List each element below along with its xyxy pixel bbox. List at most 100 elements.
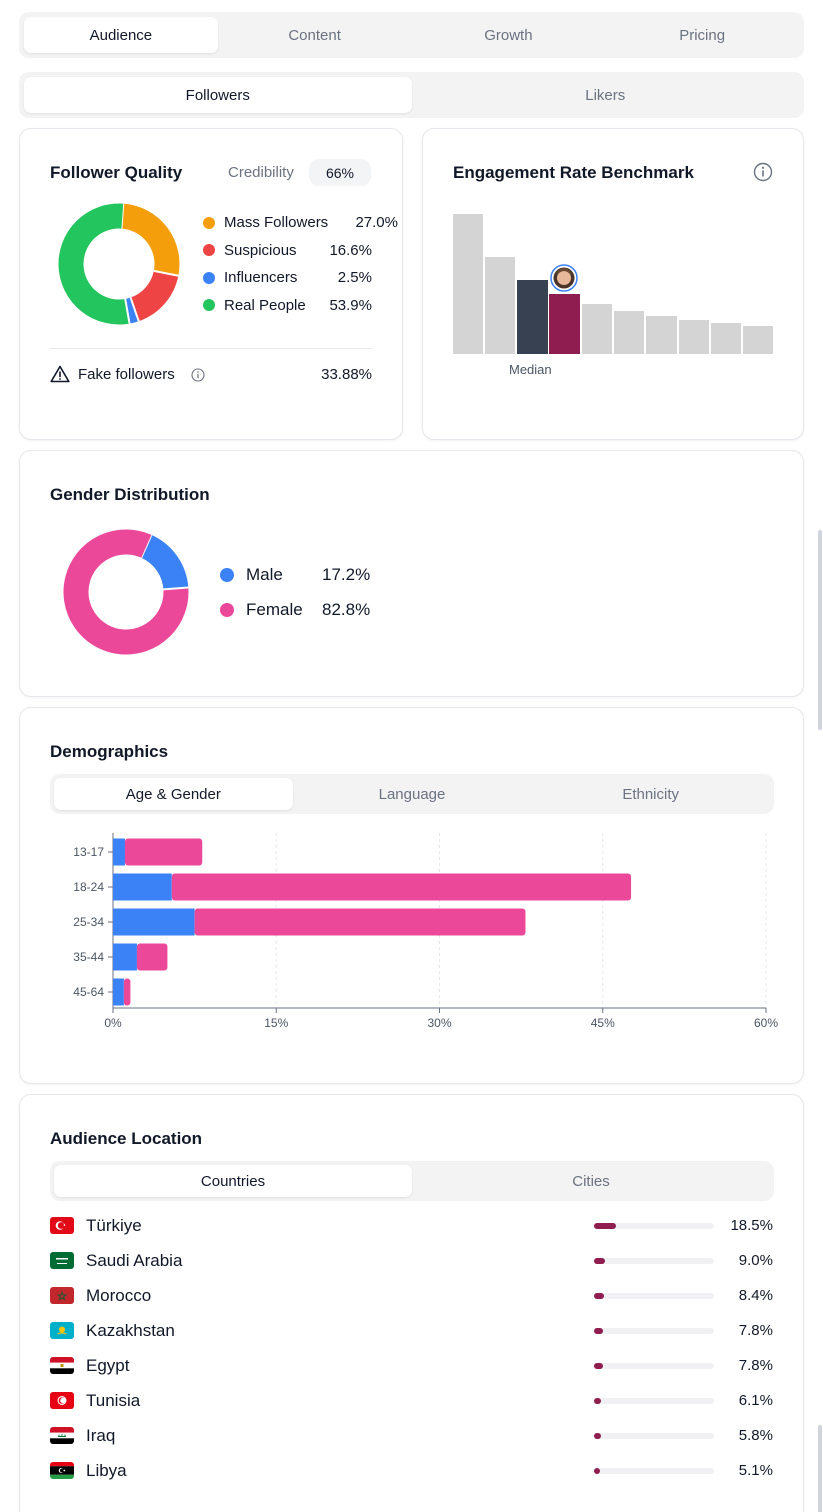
divider	[50, 348, 372, 349]
gender-distribution-card: Gender Distribution Male 17.2% Female 82.8%	[19, 450, 804, 697]
donut-separator	[153, 269, 179, 277]
gender-title: Gender Distribution	[50, 485, 210, 504]
age-gender-chart: 0% 15% 30% 45% 60% 13-17 18-24 25-34 35-44 45-64	[73, 833, 778, 1030]
share-bar-fill	[594, 1223, 617, 1229]
info-icon[interactable]	[753, 162, 773, 182]
legend-item: Real People	[203, 297, 306, 314]
tab-ethnicity[interactable]: Ethnicity	[622, 785, 680, 803]
country-percentage: 8.4%	[738, 1287, 773, 1304]
scrollbar-thumb[interactable]	[818, 1425, 822, 1512]
share-bar-fill	[594, 1398, 602, 1404]
country-percentage: 18.5%	[730, 1217, 773, 1234]
fake-followers-label: Fake followers	[78, 366, 175, 383]
legend-dot	[203, 271, 215, 284]
country-percentage: 7.8%	[738, 1322, 773, 1339]
x-tick-label: 15%	[264, 1016, 288, 1030]
country-name: Türkiye	[86, 1216, 142, 1235]
country-percentage: 9.0%	[738, 1252, 773, 1269]
demographics-tabs: Age & Gender Language Ethnicity	[50, 774, 774, 814]
tab-countries[interactable]: Countries	[54, 1165, 412, 1197]
male-bar	[113, 838, 125, 866]
country-percentage: 5.1%	[738, 1462, 773, 1479]
turkey-flag-icon	[50, 1217, 74, 1234]
x-tick-label: 60%	[754, 1016, 778, 1030]
benchmark-bar	[453, 214, 483, 354]
y-tick-label: 13-17	[73, 845, 104, 859]
share-bar-fill	[594, 1468, 601, 1474]
benchmark-bar	[646, 316, 677, 354]
tab-likers[interactable]: Likers	[585, 86, 626, 104]
x-tick-label: 0%	[104, 1016, 122, 1030]
iraq-flag-icon	[50, 1427, 74, 1444]
location-tabs: Countries Cities	[50, 1161, 774, 1201]
donut-segment	[129, 270, 179, 322]
male-bar	[113, 943, 137, 971]
tab-cities[interactable]: Cities	[572, 1172, 610, 1190]
country-name: Kazakhstan	[86, 1321, 175, 1340]
benchmark-bar	[743, 326, 773, 354]
scrollbar-thumb[interactable]	[818, 530, 822, 730]
legend-item: Male	[220, 565, 283, 585]
female-bar	[136, 943, 168, 971]
country-percentage: 6.1%	[738, 1392, 773, 1409]
tab-language[interactable]: Language	[378, 785, 446, 803]
tab-growth[interactable]: Growth	[484, 26, 533, 44]
country-name: Libya	[86, 1461, 127, 1480]
benchmark-bar	[614, 311, 644, 354]
country-name: Saudi Arabia	[86, 1251, 183, 1270]
share-bar-fill	[594, 1328, 604, 1334]
y-tick-label: 45-64	[73, 985, 104, 999]
audience-location-card: Audience Location Countries Cities Türki…	[19, 1094, 804, 1512]
current-profile-bar	[549, 294, 580, 354]
tab-age-gender[interactable]: Age & Gender	[54, 778, 293, 810]
donut-segment	[63, 529, 189, 655]
donut-separator	[124, 298, 131, 324]
credibility-badge: 66%	[309, 159, 371, 186]
donut-segment	[120, 203, 180, 276]
share-bar	[594, 1223, 714, 1229]
benchmark-bar	[485, 257, 515, 354]
share-bar-fill	[594, 1363, 604, 1369]
male-bar	[113, 873, 172, 901]
warning-icon	[50, 365, 70, 383]
legend-label: Suspicious	[224, 241, 297, 259]
legend-item: Influencers	[203, 269, 297, 286]
median-bar	[517, 280, 548, 354]
country-percentage: 7.8%	[738, 1357, 773, 1374]
share-bar	[594, 1398, 714, 1404]
legend-dot	[203, 216, 215, 229]
tab-audience[interactable]: Audience	[24, 17, 218, 53]
legend-dot	[203, 299, 215, 311]
x-tick-label: 45%	[591, 1016, 615, 1030]
country-name: Egypt	[86, 1356, 130, 1375]
donut-segment	[58, 203, 130, 325]
legend-label: Mass Followers	[224, 214, 329, 231]
legend-value: 82.8%	[322, 600, 371, 619]
saudi-flag-icon	[50, 1252, 74, 1269]
follower-quality-title: Follower Quality	[50, 163, 183, 182]
country-name: Morocco	[86, 1286, 152, 1305]
tab-followers[interactable]: Followers	[24, 77, 412, 113]
median-label: Median	[509, 362, 552, 377]
country-name: Tunisia	[86, 1391, 141, 1410]
legend-item: Mass Followers	[203, 214, 328, 231]
share-bar	[594, 1363, 714, 1369]
tunisia-flag-icon	[50, 1392, 74, 1409]
share-bar	[594, 1468, 714, 1474]
legend-value: 27.0%	[355, 214, 398, 231]
y-tick-label: 25-34	[73, 915, 104, 929]
legend-label: Real People	[224, 296, 306, 314]
legend-item: Suspicious	[203, 242, 297, 259]
demographics-card: Demographics Age & Gender Language Ethni…	[19, 707, 804, 1084]
top-tabs: Audience Content Growth Pricing	[19, 12, 804, 58]
share-bar-fill	[594, 1258, 605, 1264]
legend-dot	[203, 244, 215, 256]
benchmark-bar	[679, 320, 709, 354]
legend-dot	[220, 603, 234, 617]
donut-separator	[129, 297, 140, 322]
tab-content[interactable]: Content	[288, 26, 341, 44]
tab-pricing[interactable]: Pricing	[679, 26, 726, 44]
info-icon[interactable]	[191, 368, 205, 382]
legend-item: Female	[220, 600, 303, 620]
gender-donut	[63, 529, 189, 655]
